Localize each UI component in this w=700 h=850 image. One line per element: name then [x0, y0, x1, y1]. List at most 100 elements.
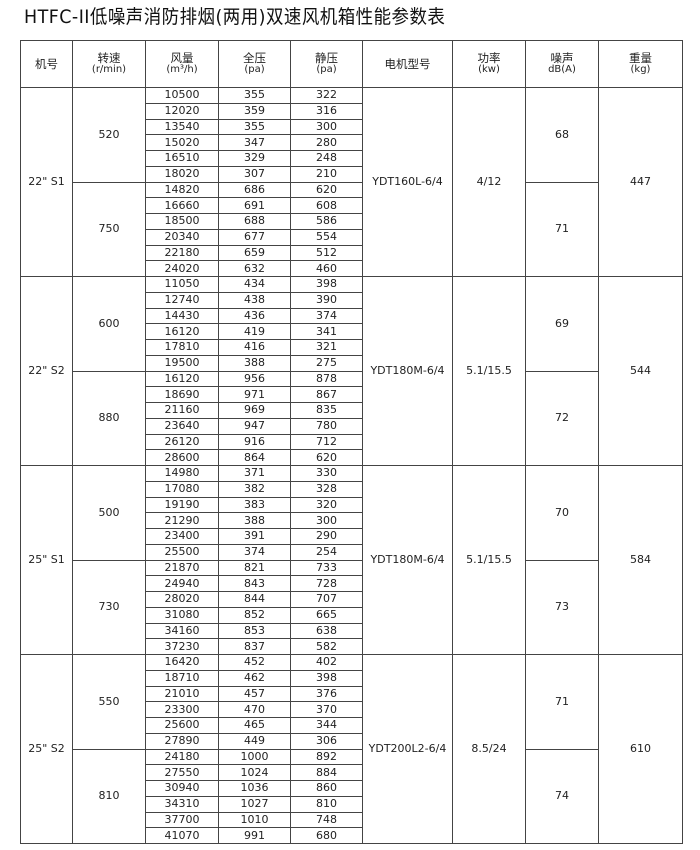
static-pressure-cell: 586 — [290, 213, 363, 230]
static-pressure-cell: 398 — [290, 276, 363, 293]
static-pressure-cell: 780 — [290, 417, 363, 435]
total-pressure-cell: 1027 — [218, 795, 291, 813]
speed-cell: 880 — [72, 370, 146, 466]
table-row: 880 16120 956 878 72 — [21, 370, 683, 466]
airflow-cell: 28020 — [145, 591, 219, 608]
airflow-cell: 37700 — [145, 811, 219, 829]
total-pressure-cell: 691 — [218, 197, 291, 214]
airflow-cell: 28600 — [145, 449, 219, 466]
static-pressure-cell: 344 — [290, 717, 363, 734]
noise-cell: 74 — [525, 748, 599, 844]
header-label: 静压 — [315, 51, 338, 65]
header-unit: (r/min) — [91, 64, 127, 75]
airflow-cell: 27890 — [145, 732, 219, 750]
airflow-cell: 23300 — [145, 701, 219, 718]
table-row: 20340 677 554 — [21, 228, 683, 246]
static-pressure-cell: 316 — [290, 102, 363, 120]
total-pressure-cell: 947 — [218, 417, 291, 435]
noise-cell: 73 — [525, 559, 599, 655]
airflow-cell: 22180 — [145, 244, 219, 262]
table-row: 21290 388 300 — [21, 512, 683, 529]
total-pressure-cell: 374 — [218, 543, 291, 561]
airflow-cell: 24180 — [145, 748, 219, 766]
static-pressure-cell: 665 — [290, 606, 363, 624]
total-pressure-cell: 419 — [218, 323, 291, 340]
total-pressure-cell: 359 — [218, 102, 291, 120]
speed-cell: 600 — [72, 276, 146, 372]
header-label: 机号 — [35, 57, 58, 71]
total-pressure-cell: 971 — [218, 386, 291, 403]
table-row: 12740 438 390 — [21, 291, 683, 309]
header-label: 全压 — [243, 51, 266, 65]
header-unit: (kg) — [630, 64, 651, 75]
static-pressure-cell: 210 — [290, 165, 363, 183]
motor-cell: YDT180M-6/4 — [362, 276, 453, 466]
airflow-cell: 14430 — [145, 307, 219, 325]
header-unit: (pa) — [244, 64, 265, 75]
total-pressure-cell: 1010 — [218, 811, 291, 829]
table-row: 34310 1027 810 — [21, 795, 683, 813]
airflow-cell: 16120 — [145, 370, 219, 388]
header-noise: 噪声 dB(A) — [525, 40, 599, 88]
table-row: 19190 383 320 — [21, 496, 683, 514]
airflow-cell: 24020 — [145, 260, 219, 277]
static-pressure-cell: 248 — [290, 150, 363, 167]
airflow-cell: 37230 — [145, 638, 219, 655]
static-pressure-cell: 398 — [290, 669, 363, 687]
header-model: 机号 — [20, 40, 73, 88]
static-pressure-cell: 620 — [290, 449, 363, 466]
table-row: 17080 382 328 — [21, 480, 683, 498]
noise-cell: 70 — [525, 465, 599, 561]
total-pressure-cell: 686 — [218, 181, 291, 199]
airflow-cell: 14980 — [145, 465, 219, 482]
motor-cell: YDT180M-6/4 — [362, 465, 453, 655]
static-pressure-cell: 860 — [290, 780, 363, 797]
header-unit: (kw) — [478, 64, 500, 75]
noise-cell: 71 — [525, 654, 599, 750]
static-pressure-cell: 370 — [290, 701, 363, 718]
power-cell: 8.5/24 — [452, 654, 526, 844]
noise-cell: 68 — [525, 87, 599, 183]
airflow-cell: 10500 — [145, 87, 219, 104]
total-pressure-cell: 821 — [218, 559, 291, 577]
static-pressure-cell: 330 — [290, 465, 363, 482]
total-pressure-cell: 843 — [218, 575, 291, 592]
speed-cell: 550 — [72, 654, 146, 750]
airflow-cell: 34160 — [145, 622, 219, 640]
total-pressure-cell: 852 — [218, 606, 291, 624]
total-pressure-cell: 416 — [218, 339, 291, 356]
total-pressure-cell: 688 — [218, 213, 291, 230]
static-pressure-cell: 306 — [290, 732, 363, 750]
static-pressure-cell: 680 — [290, 827, 363, 844]
total-pressure-cell: 969 — [218, 402, 291, 419]
airflow-cell: 11050 — [145, 276, 219, 293]
static-pressure-cell: 374 — [290, 307, 363, 325]
airflow-cell: 12740 — [145, 291, 219, 309]
model-cell: 22" S1 — [20, 87, 73, 277]
total-pressure-cell: 449 — [218, 732, 291, 750]
static-pressure-cell: 835 — [290, 402, 363, 419]
header-label: 转速 — [97, 51, 121, 65]
header-total-pressure: 全压 (pa) — [218, 40, 291, 88]
weight-cell: 544 — [598, 276, 683, 466]
total-pressure-cell: 837 — [218, 638, 291, 655]
static-pressure-cell: 892 — [290, 748, 363, 766]
speed-cell: 520 — [72, 87, 146, 183]
airflow-cell: 13540 — [145, 118, 219, 136]
table-row: 21010 457 376 — [21, 685, 683, 703]
header-label: 功率 — [477, 51, 501, 65]
static-pressure-cell: 341 — [290, 323, 363, 340]
total-pressure-cell: 452 — [218, 654, 291, 671]
static-pressure-cell: 390 — [290, 291, 363, 309]
table-row: 14430 436 374 — [21, 307, 683, 325]
speed-cell: 500 — [72, 465, 146, 561]
motor-cell: YDT200L2-6/4 — [362, 654, 453, 844]
total-pressure-cell: 632 — [218, 260, 291, 277]
table-row: 23300 470 370 — [21, 701, 683, 718]
airflow-cell: 34310 — [145, 795, 219, 813]
header-power: 功率 (kw) — [452, 40, 526, 88]
airflow-cell: 24940 — [145, 575, 219, 592]
power-cell: 5.1/15.5 — [452, 465, 526, 655]
power-cell: 4/12 — [452, 87, 526, 277]
total-pressure-cell: 1036 — [218, 780, 291, 797]
